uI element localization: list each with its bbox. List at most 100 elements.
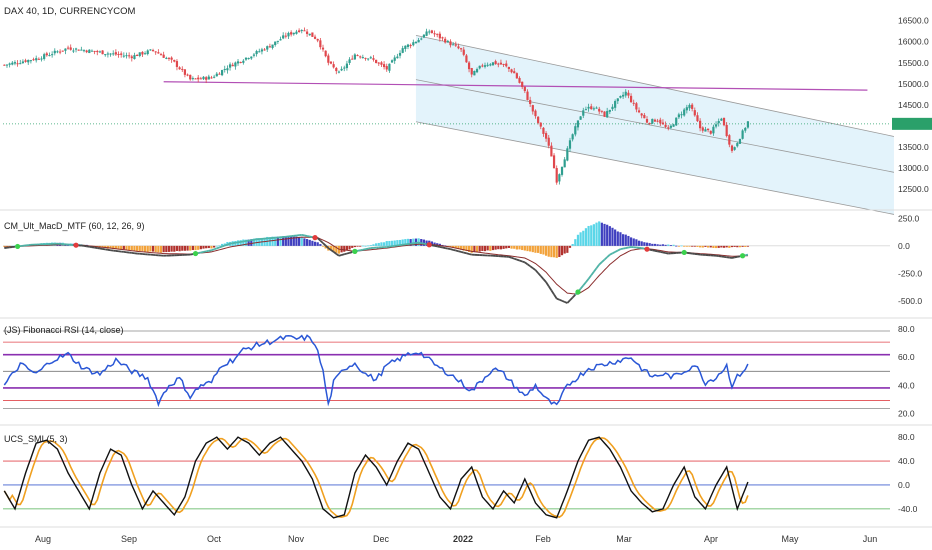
candle-body [69, 47, 72, 50]
macd-hist-bar [202, 245, 205, 249]
macd-line-segment [526, 263, 531, 267]
macd-hist-bar [154, 245, 157, 253]
macd-hist-bar [141, 245, 144, 252]
macd-hist-bar [531, 245, 534, 253]
macd-hist-bar [510, 245, 513, 249]
candle-body [470, 68, 473, 75]
macd-hist-bar [544, 245, 548, 256]
macd-hist-bar [452, 245, 455, 248]
candle-body [664, 124, 667, 127]
candle-body [80, 49, 83, 51]
candle-body [398, 52, 402, 56]
candle-body [268, 46, 271, 48]
candle-body [58, 51, 62, 53]
macd-hist-bar [213, 245, 216, 248]
macd-hist-bar [736, 245, 739, 248]
macd-hist-bar [406, 238, 410, 246]
candle-body [744, 127, 747, 131]
candle-body [66, 47, 70, 49]
candle-body [154, 51, 157, 53]
candle-body [571, 134, 574, 140]
macd-line-segment [322, 242, 327, 247]
candle-body [462, 49, 465, 55]
macd-hist-bar [380, 242, 383, 246]
candle-body [48, 55, 51, 57]
macd-hist-bar [473, 245, 476, 252]
macd-axis-tick-label: 0.0 [898, 241, 910, 251]
macd-hist-bar [417, 238, 420, 246]
candle-body [722, 117, 726, 126]
macd-line-segment [614, 249, 619, 253]
macd-hist-bar [696, 245, 699, 247]
candle-body [98, 51, 102, 53]
macd-hist-bar [651, 243, 654, 246]
candle-body [499, 62, 503, 65]
candle-body [27, 59, 30, 63]
candle-body [159, 54, 163, 56]
candle-body [704, 129, 707, 132]
candle-body [252, 54, 256, 56]
candle-body [454, 44, 457, 46]
macd-hist-bar [499, 245, 503, 250]
candle-body [194, 78, 197, 80]
macd-line-segment [325, 244, 329, 249]
candle-body [489, 64, 492, 66]
macd-hist-bar [329, 245, 333, 251]
macd-hist-bar [507, 245, 511, 248]
macd-hist-bar [608, 226, 611, 246]
x-tick-label: Sep [121, 534, 137, 544]
candle-body [699, 120, 702, 129]
macd-hist-bar [436, 243, 439, 246]
macd-hist-bar [497, 245, 500, 250]
macd-hist-bar [151, 245, 155, 252]
macd-cross-dot [681, 249, 687, 256]
channel-fill [415, 35, 894, 215]
candle-body [303, 30, 306, 32]
macd-hist-bar [282, 236, 285, 246]
candle-body [659, 119, 662, 124]
candle-body [260, 49, 264, 52]
candle-body [199, 78, 202, 80]
x-tick-label: Dec [373, 534, 390, 544]
macd-hist-bar [313, 241, 317, 246]
candle-body [606, 111, 609, 118]
macd-hist-bar [398, 239, 402, 246]
macd-hist-bar [717, 245, 720, 248]
candle-body [614, 101, 617, 108]
candle-body [308, 33, 311, 36]
macd-line-segment [333, 251, 337, 255]
candle-body [680, 114, 683, 116]
macd-hist-bar [529, 245, 532, 252]
macd-hist-bar [481, 245, 484, 251]
macd-hist-bar [112, 245, 115, 250]
macd-hist-bar [375, 243, 378, 246]
macd-line-segment [306, 235, 310, 238]
candle-body [632, 102, 635, 104]
macd-cross-dot [312, 235, 318, 241]
macd-hist-bar [563, 245, 566, 254]
macd-hist-bar [592, 224, 595, 246]
macd-line-segment [190, 253, 194, 256]
candle-body [128, 55, 131, 57]
candle-body [629, 95, 633, 103]
candle-body [635, 103, 638, 110]
macd-hist-bar [725, 245, 728, 248]
macd-line-segment [344, 252, 348, 256]
macd-hist-bar [303, 238, 306, 246]
candle-body [714, 124, 718, 127]
candle-body [189, 74, 192, 80]
candle-body [72, 50, 75, 52]
macd-line-segment [423, 242, 427, 246]
macd-hist-bar [242, 239, 245, 246]
macd-hist-bar [274, 236, 277, 246]
macd-hist-bar [677, 245, 680, 247]
candle-body [329, 61, 333, 64]
macd-line-segment [421, 242, 425, 245]
candle-body [340, 68, 343, 71]
macd-hist-bar [733, 245, 736, 247]
macd-hist-bar [268, 237, 271, 246]
candle-body [656, 120, 659, 122]
x-tick-label: Mar [616, 534, 632, 544]
macd-line-segment [227, 242, 231, 246]
candle-body [409, 45, 412, 47]
